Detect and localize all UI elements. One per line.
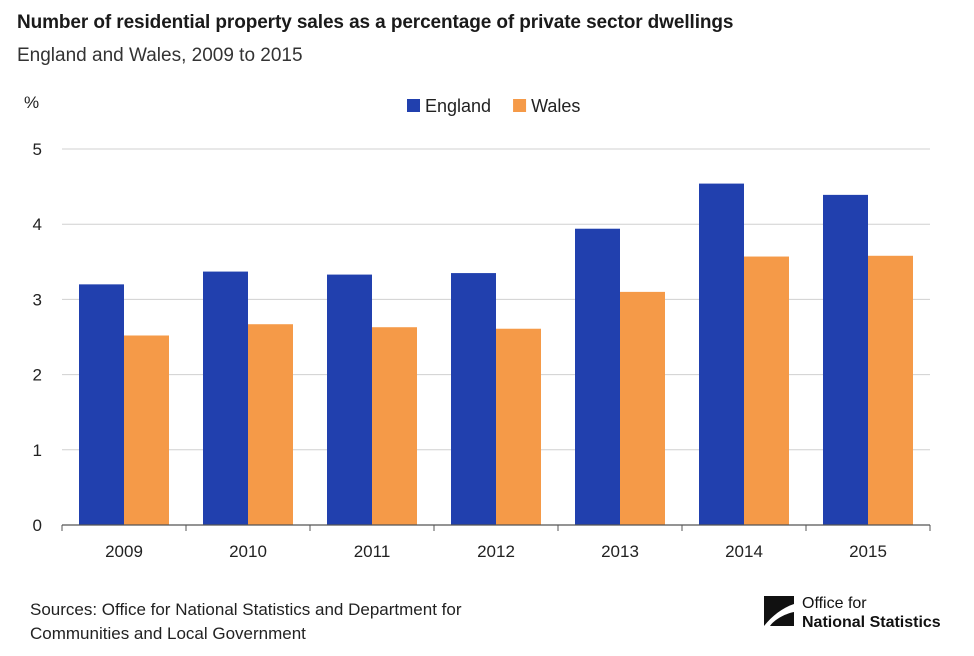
legend-label-wales: Wales — [531, 96, 580, 116]
y-tick-label: 2 — [33, 366, 42, 385]
y-tick-label: 0 — [33, 516, 42, 535]
legend-label-england: England — [425, 96, 491, 116]
x-tick-label: 2013 — [601, 542, 639, 561]
ons-logo-line-1: Office for — [802, 595, 867, 612]
bar-england-2014 — [699, 183, 744, 526]
bar-england-2013 — [575, 228, 620, 525]
x-tick-label: 2014 — [725, 542, 763, 561]
bar-wales-2010 — [248, 324, 293, 525]
x-tick-label: 2009 — [105, 542, 143, 561]
axes: 0 1 2 3 4 5% 2009 2010 2011 2012 2013 2014 2015 — [24, 93, 931, 561]
x-tick-label: 2015 — [849, 542, 887, 561]
bar-wales-2015 — [868, 255, 913, 525]
y-tick-label: 1 — [33, 441, 42, 460]
legend: England Wales — [407, 96, 580, 116]
y-tick-label: 3 — [33, 290, 42, 309]
ons-logo-text: Office for National Statistics — [802, 594, 941, 632]
bar-england-2010 — [203, 271, 248, 525]
y-tick-label: 5 — [33, 140, 42, 159]
bar-wales-2013 — [620, 291, 665, 525]
sources-note: Sources: Office for National Statistics … — [30, 598, 590, 646]
ons-logo-icon — [764, 596, 794, 626]
bar-wales-2009 — [124, 335, 169, 525]
sources-line-1: Sources: Office for National Statistics … — [30, 600, 462, 619]
x-tick-label: 2011 — [354, 542, 391, 561]
bar-england-2012 — [451, 273, 496, 525]
x-tick-label: 2010 — [229, 542, 267, 561]
bar-wales-2012 — [496, 328, 541, 525]
legend-swatch-england — [407, 99, 420, 112]
bar-wales-2014 — [744, 256, 789, 525]
bar-england-2009 — [79, 284, 124, 525]
legend-swatch-wales — [513, 99, 527, 112]
y-tick-label: 4 — [33, 215, 42, 234]
sources-line-2: Communities and Local Government — [30, 624, 306, 643]
y-axis-label: % — [24, 93, 39, 112]
chart-title: Number of residential property sales as … — [17, 12, 734, 33]
ons-logo-line-2: National Statistics — [802, 614, 941, 631]
bar-england-2015 — [823, 194, 868, 525]
bar-england-2011 — [327, 274, 372, 525]
bar-wales-2011 — [372, 327, 417, 525]
chart-subtitle: England and Wales, 2009 to 2015 — [17, 45, 303, 66]
bar-chart: 0 1 2 3 4 5% 2009 2010 2011 2012 2013 2014 2015 Engl… — [24, 93, 931, 561]
x-tick-label: 2012 — [477, 542, 515, 561]
bars — [79, 183, 913, 526]
ons-logo: Office for National Statistics — [762, 592, 952, 638]
